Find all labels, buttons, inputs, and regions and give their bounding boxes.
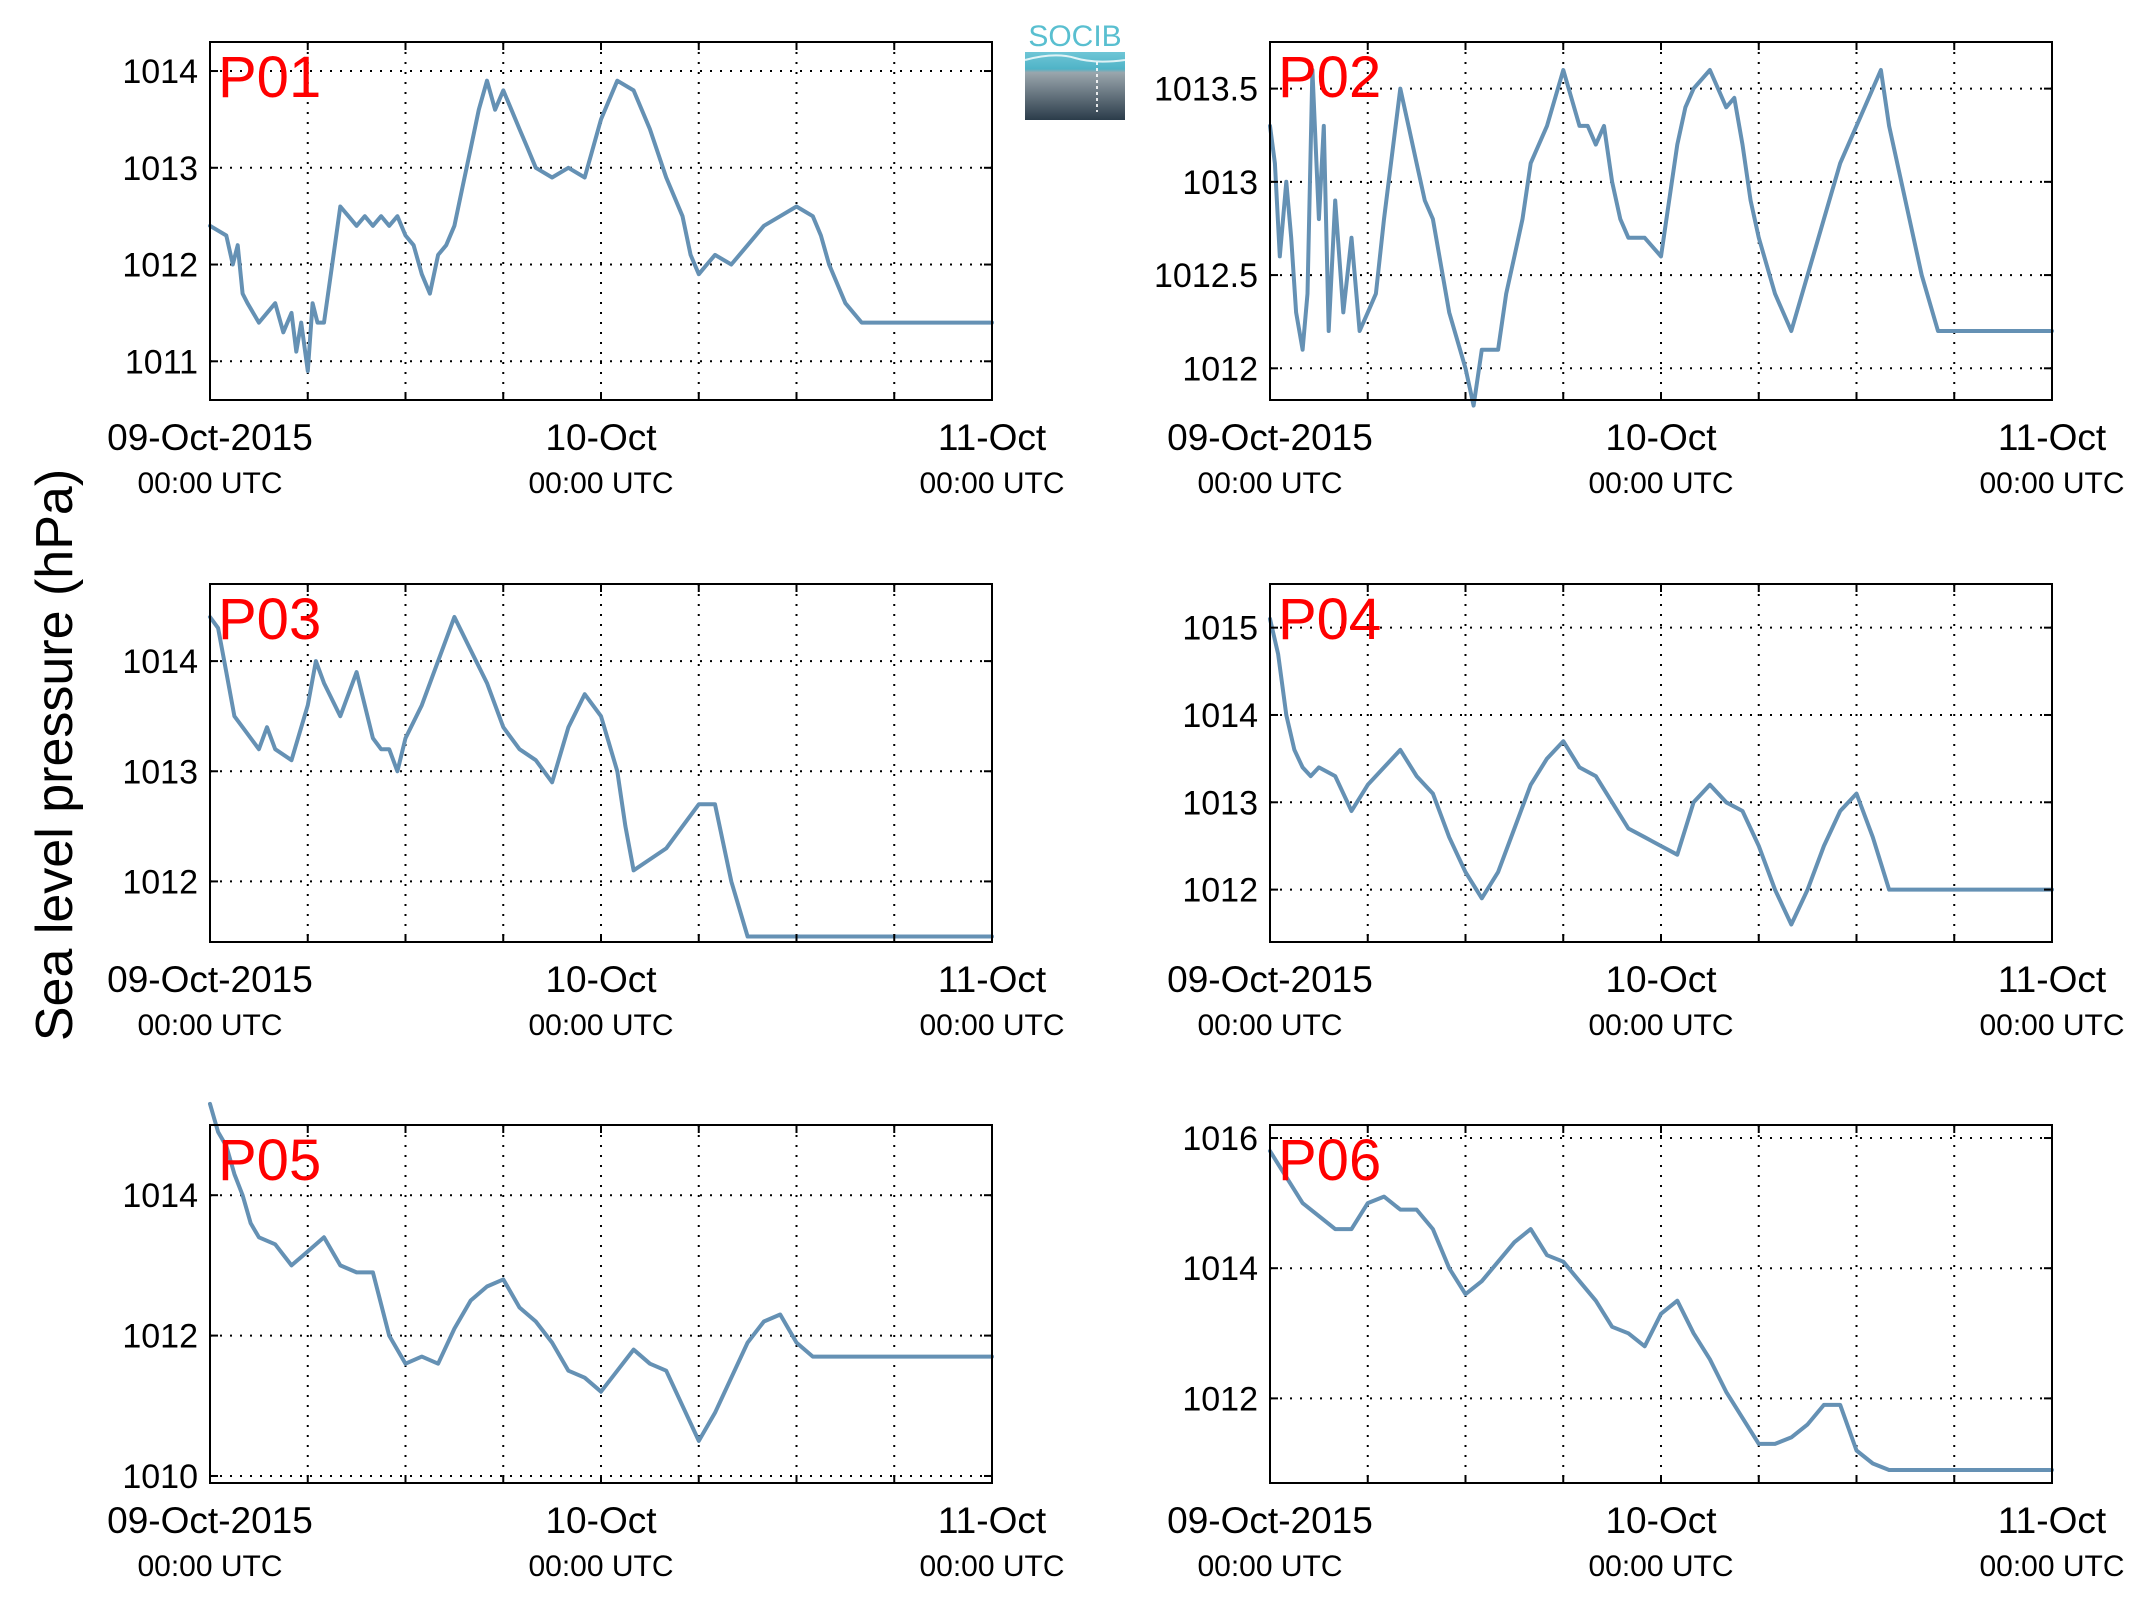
- x-tick-label: 09-Oct-2015: [107, 1500, 313, 1541]
- y-tick-label: 1014: [122, 53, 198, 91]
- x-tick-sublabel: 00:00 UTC: [1197, 467, 1342, 500]
- station-label: P02: [1278, 45, 1381, 110]
- station-label: P01: [218, 45, 321, 110]
- y-tick-label: 1015: [1182, 610, 1258, 648]
- y-tick-label: 1012: [1182, 872, 1258, 910]
- x-tick-label: 09-Oct-2015: [1167, 1500, 1373, 1541]
- x-tick-sublabel: 00:00 UTC: [919, 1550, 1064, 1583]
- panel-p05: 1010 1012 1014 09-Oct-2015 00:00 UTC 10-Oct 00…: [107, 1101, 1065, 1583]
- y-tick-label: 1013.5: [1154, 71, 1258, 109]
- y-tick-label: 1013: [1182, 164, 1258, 202]
- x-tick-label: 10-Oct: [545, 1500, 657, 1541]
- y-tick-label: 1012: [1182, 1380, 1258, 1418]
- pressure-series-line: [208, 78, 994, 373]
- y-tick-label: 1016: [1182, 1120, 1258, 1158]
- panel-p06: 1012 1014 1016 09-Oct-2015 00:00 UTC 10-Oct 00…: [1167, 1120, 2124, 1583]
- x-tick-label: 10-Oct: [1605, 1500, 1717, 1541]
- station-label: P04: [1278, 587, 1381, 652]
- y-tick-label: 1013: [1182, 784, 1258, 822]
- x-tick-label: 11-Oct: [938, 417, 1047, 458]
- x-tick-label: 11-Oct: [938, 1500, 1047, 1541]
- x-tick-label: 09-Oct-2015: [107, 417, 313, 458]
- y-tick-label: 1012: [122, 1318, 198, 1356]
- x-tick-sublabel: 00:00 UTC: [528, 1550, 673, 1583]
- panel-p01: 1011 1012 1013 1014 09-Oct-2015 00:00 UTC 10-O…: [107, 41, 1065, 500]
- x-tick-label: 10-Oct: [1605, 417, 1717, 458]
- x-tick-sublabel: 00:00 UTC: [1588, 1009, 1733, 1042]
- y-tick-label: 1012.5: [1154, 257, 1258, 295]
- x-tick-sublabel: 00:00 UTC: [528, 1009, 673, 1042]
- y-tick-label: 1012: [1182, 350, 1258, 388]
- socib-logo: SOCIB: [1024, 20, 1126, 120]
- y-tick-label: 1010: [122, 1458, 198, 1496]
- panel-p02: 1012 1012.5 1013 1013.5 09-Oct-2015 00:00 UTC…: [1154, 41, 2125, 500]
- x-tick-label: 10-Oct: [545, 417, 657, 458]
- x-tick-sublabel: 00:00 UTC: [919, 467, 1064, 500]
- pressure-series-line: [1268, 616, 2054, 927]
- y-tick-label: 1012: [122, 247, 198, 285]
- x-tick-sublabel: 00:00 UTC: [1197, 1009, 1342, 1042]
- logo-text: SOCIB: [1028, 20, 1121, 53]
- x-tick-sublabel: 00:00 UTC: [1588, 1550, 1733, 1583]
- y-axis-label: Sea level pressure (hPa): [26, 469, 84, 1041]
- station-label: P05: [218, 1128, 321, 1193]
- x-tick-sublabel: 00:00 UTC: [1979, 1009, 2124, 1042]
- pressure-series-line: [208, 1101, 994, 1443]
- x-tick-sublabel: 00:00 UTC: [1979, 1550, 2124, 1583]
- x-tick-label: 09-Oct-2015: [107, 959, 313, 1000]
- x-tick-label: 09-Oct-2015: [1167, 959, 1373, 1000]
- station-label: P03: [218, 587, 321, 652]
- x-tick-sublabel: 00:00 UTC: [919, 1009, 1064, 1042]
- y-tick-label: 1014: [1182, 1250, 1258, 1288]
- x-tick-sublabel: 00:00 UTC: [1979, 467, 2124, 500]
- y-tick-label: 1013: [122, 150, 198, 188]
- x-tick-label: 10-Oct: [1605, 959, 1717, 1000]
- y-tick-label: 1012: [122, 863, 198, 901]
- y-tick-label: 1011: [125, 343, 198, 381]
- y-tick-label: 1013: [122, 753, 198, 791]
- x-tick-label: 11-Oct: [1998, 1500, 2107, 1541]
- station-label: P06: [1278, 1128, 1381, 1193]
- y-tick-label: 1014: [122, 643, 198, 681]
- x-tick-label: 11-Oct: [1998, 417, 2107, 458]
- x-tick-sublabel: 00:00 UTC: [137, 1009, 282, 1042]
- pressure-series-line: [1268, 68, 2054, 408]
- panel-p04: 1012 1013 1014 1015 09-Oct-2015 00:00 UTC 10-O…: [1167, 583, 2125, 1042]
- pressure-series-line: [1268, 1149, 2054, 1472]
- x-tick-label: 11-Oct: [1998, 959, 2107, 1000]
- x-tick-sublabel: 00:00 UTC: [137, 1550, 282, 1583]
- logo-graphic: [1025, 52, 1125, 120]
- y-tick-label: 1014: [122, 1177, 198, 1215]
- x-tick-sublabel: 00:00 UTC: [1197, 1550, 1342, 1583]
- pressure-series-line: [208, 615, 994, 939]
- panel-p03: 1012 1013 1014 09-Oct-2015 00:00 UTC 10-Oct 00…: [107, 583, 1065, 1042]
- x-tick-sublabel: 00:00 UTC: [1588, 467, 1733, 500]
- x-tick-sublabel: 00:00 UTC: [528, 467, 673, 500]
- x-tick-label: 10-Oct: [545, 959, 657, 1000]
- x-tick-sublabel: 00:00 UTC: [137, 467, 282, 500]
- x-tick-label: 11-Oct: [938, 959, 1047, 1000]
- y-tick-label: 1014: [1182, 697, 1258, 735]
- x-tick-label: 09-Oct-2015: [1167, 417, 1373, 458]
